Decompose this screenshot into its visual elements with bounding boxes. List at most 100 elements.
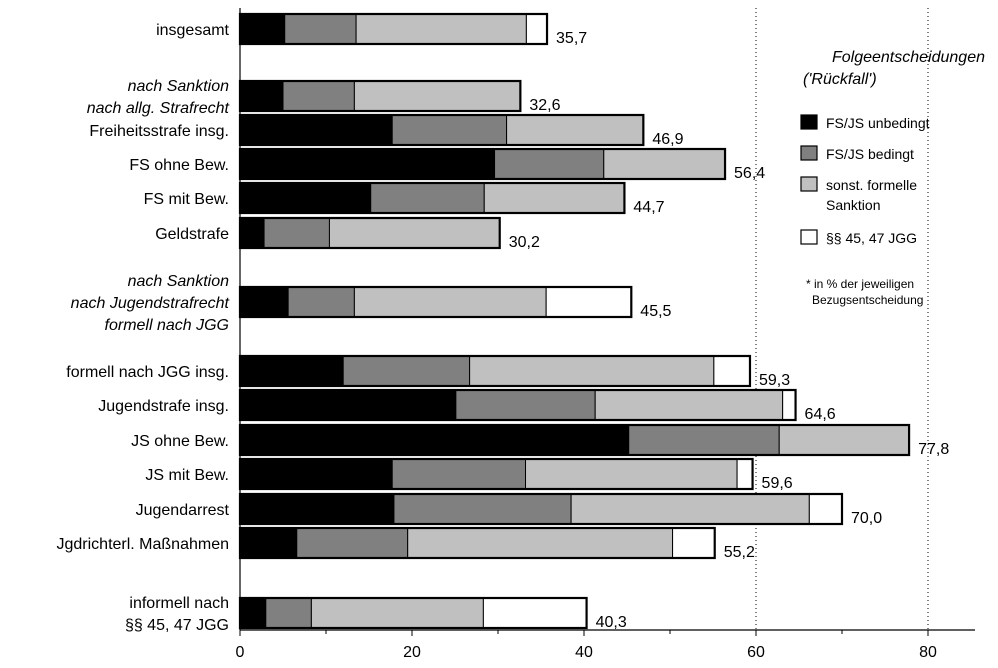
category-label: nach Jugendstrafrecht [71, 295, 230, 312]
total-value: 45,5 [640, 303, 671, 320]
bar-segment [263, 217, 330, 249]
bar-segment [239, 80, 284, 112]
bar-segment [808, 493, 843, 525]
bar-segment [239, 217, 265, 249]
bar-segment [391, 114, 508, 146]
bar-segment [239, 13, 286, 45]
legend-swatch [800, 145, 818, 161]
bar-segment [483, 182, 625, 214]
category-label: Freiheitsstrafe insg. [89, 123, 229, 140]
category-label: insgesamt [156, 22, 229, 39]
bar-segment [239, 424, 630, 456]
bar-segment [284, 13, 357, 45]
legend: Folgeentscheidungen ('Rückfall') FS/JS unb… [800, 49, 985, 307]
category-label: nach allg. Strafrecht [87, 100, 230, 117]
bar-segment [355, 13, 527, 45]
total-value: 59,3 [759, 372, 790, 389]
total-value: 32,6 [529, 97, 560, 114]
bar-segment [265, 597, 312, 629]
category-label: JS ohne Bew. [131, 433, 229, 450]
bar-segment [239, 286, 289, 318]
legend-label: FS/JS bedingt [826, 146, 914, 162]
x-tick-label: 60 [747, 644, 765, 661]
category-label: formell nach JGG [105, 317, 229, 334]
category-label: Jugendstrafe insg. [98, 398, 229, 415]
bar-segment [713, 355, 751, 387]
bar-segment [328, 217, 501, 249]
bar-segment [296, 527, 409, 559]
bar-segment [287, 286, 355, 318]
bar-segment [239, 355, 344, 387]
bar-segment [525, 13, 548, 45]
bar-segment [239, 493, 395, 525]
bar-segment [782, 389, 797, 421]
bar-segment [570, 493, 810, 525]
legend-subtitle: ('Rückfall') [803, 71, 877, 88]
bar-segment [482, 597, 588, 629]
bar-segment [407, 527, 674, 559]
bar-segment [239, 148, 496, 180]
bar-segment [672, 527, 716, 559]
footnote: Bezugsentscheidung [812, 293, 923, 307]
total-value: 55,2 [724, 544, 755, 561]
bar-segment [494, 148, 605, 180]
footnote: * in % der jeweiligen [806, 277, 914, 291]
bar-segment [455, 389, 596, 421]
total-value: 70,0 [851, 510, 882, 527]
x-tick-label: 80 [919, 644, 937, 661]
total-value: 56,4 [734, 165, 765, 182]
total-value: 30,2 [509, 234, 540, 251]
bar-segment [506, 114, 644, 146]
legend-label: FS/JS unbedingt [826, 115, 930, 131]
bar-segment [342, 355, 471, 387]
total-value: 59,6 [762, 475, 793, 492]
bar-segment [239, 182, 372, 214]
total-value: 44,7 [633, 199, 664, 216]
x-axis: 0 20 40 60 80 [236, 8, 975, 661]
total-value: 46,9 [652, 131, 683, 148]
total-value: 35,7 [556, 30, 587, 47]
total-labels: 35,7 32,6 46,9 56,4 44,7 30,2 45,5 59,3 64,6 77,8… [509, 30, 950, 631]
category-label: FS ohne Bew. [129, 157, 229, 174]
total-value: 64,6 [805, 406, 836, 423]
category-label: Geldstrafe [155, 226, 229, 243]
bar-segment [370, 182, 485, 214]
category-label: FS mit Bew. [144, 191, 229, 208]
bar-segment [353, 286, 547, 318]
bar-segment [525, 458, 738, 490]
bar-segment [594, 389, 784, 421]
x-tick-label: 0 [236, 644, 245, 661]
total-value: 40,3 [596, 614, 627, 631]
legend-swatch [800, 229, 818, 245]
bar-segment [282, 80, 355, 112]
category-label: informell nach [129, 595, 229, 612]
bar-segment [469, 355, 715, 387]
bar-segment [353, 80, 521, 112]
grid-lines [755, 8, 929, 630]
bar-segment [391, 458, 527, 490]
x-tick-label: 20 [403, 644, 421, 661]
category-label: formell nach JGG insg. [66, 364, 229, 381]
legend-label: Sanktion [826, 197, 880, 213]
bar-segment [239, 597, 267, 629]
bar-segment [545, 286, 632, 318]
bar-segment [628, 424, 780, 456]
bars [238, 12, 911, 630]
bar-segment [239, 527, 298, 559]
bar-segment [239, 458, 393, 490]
legend-label: §§ 45, 47 JGG [826, 230, 917, 246]
category-labels: insgesamt nach Sanktion nach allg. Strafre… [56, 22, 229, 634]
category-label: Jgdrichterl. Maßnahmen [56, 536, 229, 553]
category-label: Jugendarrest [136, 502, 230, 519]
x-tick-label: 40 [575, 644, 593, 661]
bar-segment [393, 493, 572, 525]
bar-segment [239, 389, 457, 421]
legend-label: sonst. formelle [826, 177, 917, 193]
total-value: 77,8 [918, 441, 949, 458]
legend-swatch [800, 176, 818, 192]
bar-segment [778, 424, 910, 456]
legend-title: Folgeentscheidungen [832, 49, 985, 66]
legend-swatch [800, 114, 818, 130]
bar-segment [310, 597, 484, 629]
